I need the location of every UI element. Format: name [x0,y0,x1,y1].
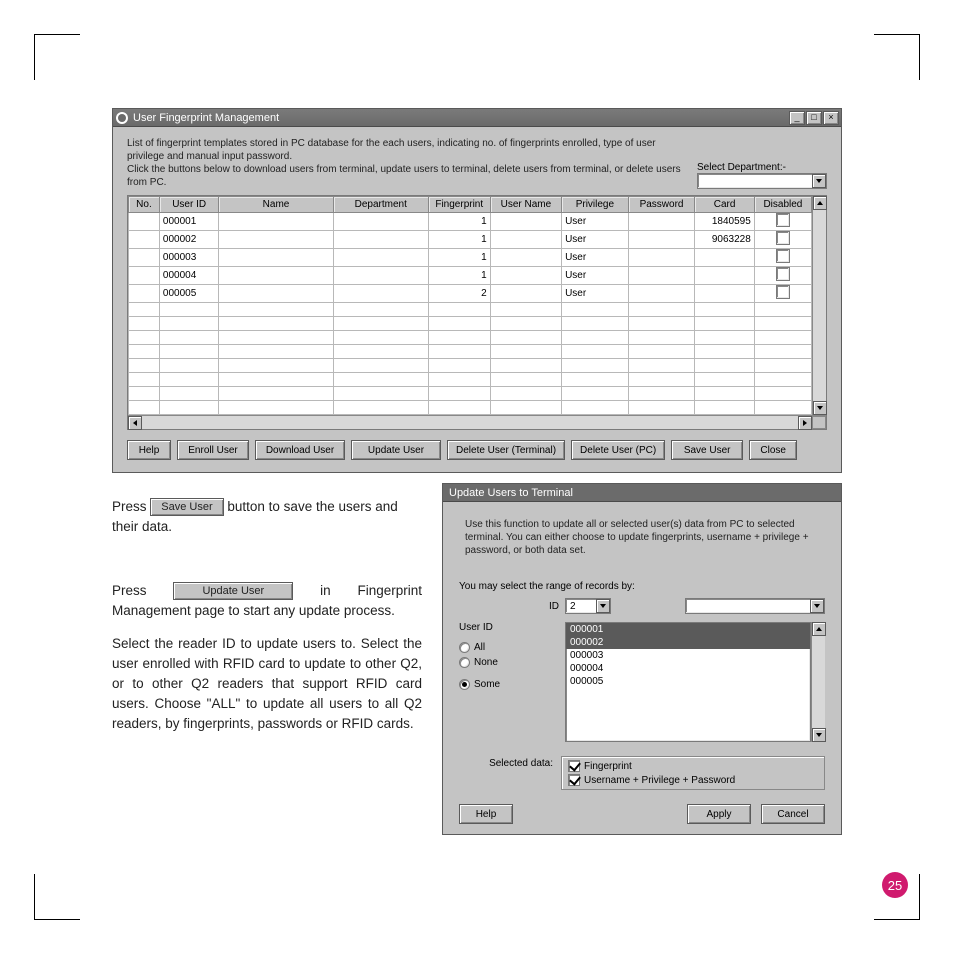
scroll-right-icon[interactable] [798,416,812,430]
table-row[interactable] [129,303,812,317]
userid-label: User ID [459,622,553,633]
instruction-2: Press Update User in Fingerprint Managem… [112,581,422,621]
instruction-1: Press Save User button to save the users… [112,497,422,537]
table-row[interactable]: 0000041User [129,267,812,285]
list-item[interactable]: 000001 [566,623,810,636]
id-dropdown[interactable]: 2 [565,598,611,614]
instruction-3: Select the reader ID to update users to.… [112,634,422,734]
enroll-user-button[interactable]: Enroll User [177,440,249,460]
dialog-titlebar[interactable]: Update Users to Terminal [443,484,841,502]
chevron-down-icon [812,174,826,188]
selected-data-label: Selected data: [459,756,553,790]
list-scroll-up-icon[interactable] [812,622,826,636]
table-row[interactable]: 0000021User9063228 [129,231,812,249]
update-user-button[interactable]: Update User [351,440,441,460]
user-grid[interactable]: No.User IDNameDepartmentFingerprintUser … [127,195,827,430]
list-item[interactable]: 000004 [566,662,810,675]
table-row[interactable] [129,373,812,387]
table-row[interactable] [129,331,812,345]
download-user-button[interactable]: Download User [255,440,345,460]
range-label: You may select the range of records by: [459,581,825,592]
maximize-button[interactable]: □ [806,111,822,125]
table-row[interactable] [129,345,812,359]
secondary-dropdown[interactable] [685,598,825,614]
chevron-down-icon [596,599,610,613]
column-header[interactable]: Privilege [562,197,629,213]
disabled-checkbox[interactable] [776,249,790,263]
column-header[interactable]: Password [628,197,695,213]
radio-some[interactable] [459,679,470,690]
description-line-1: List of fingerprint templates stored in … [127,138,656,162]
horizontal-scrollbar[interactable] [128,415,826,429]
table-row[interactable] [129,401,812,415]
dialog-apply-button[interactable]: Apply [687,804,751,824]
list-item[interactable]: 000003 [566,649,810,662]
table-row[interactable]: 0000052User [129,285,812,303]
column-header[interactable]: Name [219,197,333,213]
chevron-down-icon [810,599,824,613]
scroll-down-icon[interactable] [813,401,827,415]
inline-save-user-button: Save User [150,498,223,516]
table-row[interactable] [129,359,812,373]
list-scroll-down-icon[interactable] [812,728,826,742]
disabled-checkbox[interactable] [776,267,790,281]
list-item[interactable]: 000005 [566,675,810,688]
dialog-cancel-button[interactable]: Cancel [761,804,825,824]
radio-all[interactable] [459,642,470,653]
column-header[interactable]: User ID [159,197,218,213]
select-department-dropdown[interactable] [697,173,827,189]
window-title: User Fingerprint Management [133,112,789,124]
table-row[interactable] [129,387,812,401]
dialog-description: Use this function to update all or selec… [459,514,825,561]
checkbox-upp[interactable] [568,774,580,786]
list-item[interactable]: 000002 [566,636,810,649]
delete-user-pc-button[interactable]: Delete User (PC) [571,440,665,460]
column-header[interactable]: Disabled [754,197,811,213]
select-department-label: Select Department:- [697,162,827,173]
column-header[interactable]: Card [695,197,754,213]
scroll-left-icon[interactable] [128,416,142,430]
vertical-scrollbar[interactable] [812,196,826,415]
close-button[interactable]: × [823,111,839,125]
disabled-checkbox[interactable] [776,285,790,299]
column-header[interactable]: User Name [490,197,561,213]
table-row[interactable]: 0000031User [129,249,812,267]
radio-none[interactable] [459,657,470,668]
disabled-checkbox[interactable] [776,213,790,227]
dialog-help-button[interactable]: Help [459,804,513,824]
table-row[interactable] [129,317,812,331]
user-fingerprint-management-window: User Fingerprint Management _ □ × List o… [112,108,842,473]
checkbox-fingerprint[interactable] [568,760,580,772]
scroll-up-icon[interactable] [813,196,827,210]
delete-user-terminal-button[interactable]: Delete User (Terminal) [447,440,565,460]
description-line-2: Click the buttons below to download user… [127,164,681,188]
column-header[interactable]: No. [129,197,160,213]
help-button[interactable]: Help [127,440,171,460]
id-label: ID [549,601,559,612]
save-user-button[interactable]: Save User [671,440,743,460]
close-main-button[interactable]: Close [749,440,797,460]
titlebar[interactable]: User Fingerprint Management _ □ × [113,109,841,127]
toolbar: Help Enroll User Download User Update Us… [127,440,827,460]
minimize-button[interactable]: _ [789,111,805,125]
inline-update-user-button: Update User [173,582,293,600]
page-number-badge: 25 [882,872,908,898]
column-header[interactable]: Department [333,197,428,213]
table-row[interactable]: 0000011User1840595 [129,213,812,231]
column-header[interactable]: Fingerprint [428,197,490,213]
user-id-listbox[interactable]: 000001000002000003000004000005 [565,622,811,742]
dialog-title: Update Users to Terminal [445,487,839,499]
disabled-checkbox[interactable] [776,231,790,245]
update-users-dialog: Update Users to Terminal Use this functi… [442,483,842,835]
app-icon [115,111,129,125]
